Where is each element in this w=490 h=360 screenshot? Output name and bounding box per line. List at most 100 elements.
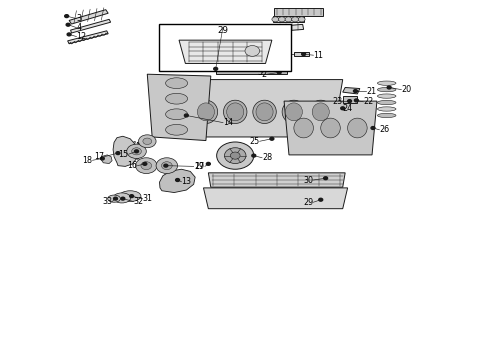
Polygon shape: [113, 136, 138, 166]
Text: 22: 22: [363, 97, 373, 106]
Circle shape: [324, 177, 328, 180]
Text: 17: 17: [94, 152, 104, 161]
Ellipse shape: [166, 125, 188, 135]
Text: 18: 18: [82, 156, 93, 165]
Polygon shape: [69, 10, 108, 24]
Circle shape: [230, 152, 240, 159]
Ellipse shape: [377, 81, 396, 85]
Circle shape: [136, 158, 157, 174]
Ellipse shape: [166, 109, 188, 120]
Circle shape: [341, 107, 344, 110]
Text: 29: 29: [218, 26, 228, 35]
Polygon shape: [294, 51, 309, 56]
Text: 2: 2: [262, 70, 267, 79]
Polygon shape: [176, 80, 343, 137]
Circle shape: [302, 53, 306, 55]
Text: 14: 14: [223, 118, 233, 127]
Ellipse shape: [253, 100, 276, 123]
Circle shape: [319, 198, 323, 201]
Ellipse shape: [120, 191, 141, 202]
Polygon shape: [274, 8, 323, 16]
Ellipse shape: [235, 54, 241, 62]
Text: 16: 16: [127, 161, 138, 170]
Ellipse shape: [242, 44, 250, 47]
Circle shape: [65, 15, 69, 18]
Circle shape: [214, 67, 218, 70]
Circle shape: [243, 40, 247, 42]
Circle shape: [132, 148, 142, 155]
Text: 11: 11: [314, 51, 323, 60]
Circle shape: [241, 44, 245, 47]
Ellipse shape: [282, 100, 306, 123]
Polygon shape: [235, 52, 251, 55]
Ellipse shape: [252, 54, 258, 62]
Ellipse shape: [312, 103, 329, 121]
Text: 33: 33: [102, 197, 112, 206]
Text: 23: 23: [333, 97, 343, 106]
Circle shape: [353, 90, 357, 93]
Text: 12: 12: [76, 32, 87, 41]
Circle shape: [127, 144, 147, 158]
Text: 4: 4: [76, 23, 81, 32]
Polygon shape: [273, 17, 304, 22]
Circle shape: [298, 17, 305, 22]
Text: 25: 25: [249, 137, 260, 146]
Circle shape: [114, 197, 118, 200]
Ellipse shape: [244, 54, 249, 62]
Circle shape: [135, 150, 139, 153]
Circle shape: [277, 71, 281, 74]
Circle shape: [252, 154, 256, 157]
Text: 15: 15: [119, 150, 129, 159]
Circle shape: [184, 114, 188, 117]
Ellipse shape: [377, 113, 396, 118]
Ellipse shape: [166, 93, 188, 104]
Ellipse shape: [377, 94, 396, 98]
Circle shape: [224, 148, 246, 163]
Ellipse shape: [294, 118, 314, 138]
Ellipse shape: [241, 48, 247, 52]
Text: 9: 9: [223, 42, 228, 51]
Circle shape: [130, 195, 134, 198]
Circle shape: [164, 164, 168, 167]
Ellipse shape: [223, 100, 247, 123]
Ellipse shape: [227, 54, 233, 62]
Ellipse shape: [166, 78, 188, 89]
Text: 24: 24: [343, 104, 353, 113]
Ellipse shape: [347, 118, 367, 138]
Ellipse shape: [377, 87, 396, 92]
Circle shape: [267, 68, 270, 71]
Circle shape: [156, 158, 177, 174]
Polygon shape: [179, 40, 272, 63]
Circle shape: [143, 162, 147, 165]
Circle shape: [100, 157, 104, 160]
Polygon shape: [68, 31, 108, 44]
Text: 19: 19: [194, 162, 204, 171]
Text: 6: 6: [189, 60, 194, 69]
Ellipse shape: [227, 103, 244, 121]
Text: 20: 20: [401, 85, 412, 94]
Circle shape: [347, 100, 351, 103]
Circle shape: [278, 17, 285, 22]
Ellipse shape: [309, 100, 332, 123]
Polygon shape: [216, 69, 287, 74]
Ellipse shape: [206, 59, 214, 64]
Text: 7: 7: [221, 54, 226, 63]
Text: 13: 13: [181, 177, 192, 186]
Bar: [159, 24, 292, 71]
Ellipse shape: [321, 118, 340, 138]
Ellipse shape: [269, 54, 275, 62]
Text: 32: 32: [134, 197, 144, 206]
Ellipse shape: [377, 107, 396, 111]
Ellipse shape: [108, 195, 121, 202]
Text: 30: 30: [303, 176, 314, 185]
Text: 28: 28: [262, 153, 272, 162]
Ellipse shape: [113, 193, 131, 203]
Text: 21: 21: [366, 86, 376, 95]
Polygon shape: [266, 24, 304, 32]
Circle shape: [139, 135, 156, 148]
Ellipse shape: [261, 54, 267, 62]
Polygon shape: [343, 96, 357, 103]
Circle shape: [387, 86, 391, 89]
Ellipse shape: [197, 103, 215, 121]
Ellipse shape: [256, 103, 273, 121]
